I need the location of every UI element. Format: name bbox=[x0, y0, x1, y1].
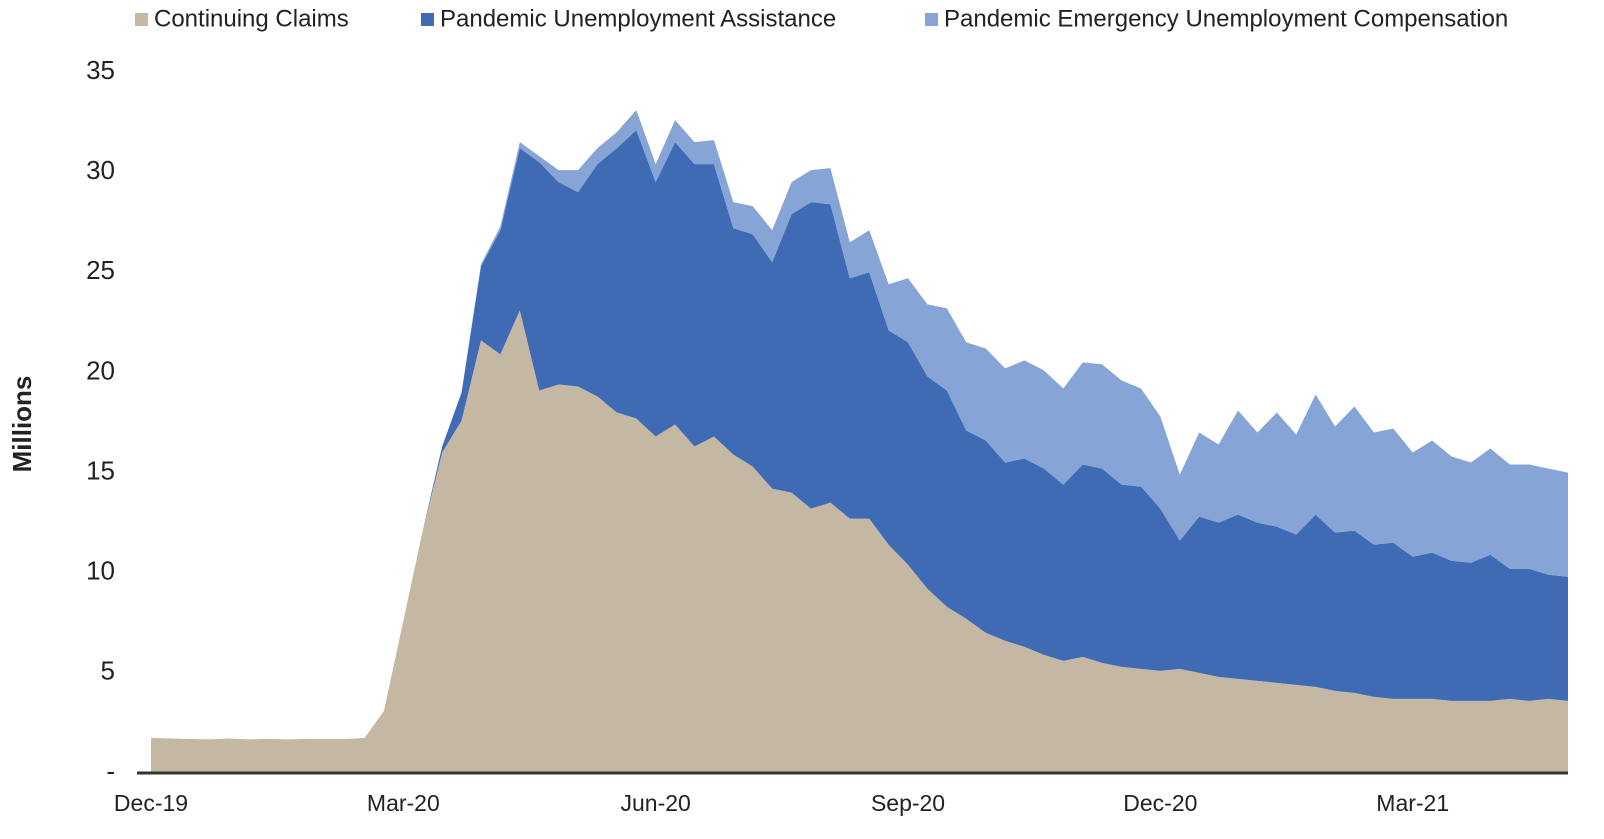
legend-label: Continuing Claims bbox=[154, 5, 349, 32]
y-tick-label: 15 bbox=[86, 455, 115, 485]
y-tick-label: 30 bbox=[86, 155, 115, 185]
y-tick-label: 25 bbox=[86, 255, 115, 285]
legend-label: Pandemic Unemployment Assistance bbox=[440, 5, 836, 32]
y-tick-label: 35 bbox=[86, 55, 115, 85]
x-tick-label: Mar-21 bbox=[1376, 790, 1449, 816]
y-axis-label: Millions bbox=[7, 376, 37, 473]
x-tick-label: Sep-20 bbox=[871, 790, 945, 816]
area bbox=[151, 110, 1568, 740]
legend-swatch bbox=[421, 13, 434, 26]
y-tick-label: 5 bbox=[101, 656, 115, 686]
y-tick-label: 20 bbox=[86, 355, 115, 385]
y-tick-label: 10 bbox=[86, 556, 115, 586]
x-tick-label: Dec-19 bbox=[114, 790, 188, 816]
area bbox=[151, 310, 1568, 773]
x-tick-label: Mar-20 bbox=[367, 790, 440, 816]
x-tick-label: Dec-20 bbox=[1123, 790, 1197, 816]
x-tick-label: Jun-20 bbox=[621, 790, 691, 816]
y-tick-label: - bbox=[106, 756, 115, 786]
legend-swatch bbox=[925, 13, 938, 26]
legend-swatch bbox=[135, 13, 148, 26]
area bbox=[151, 130, 1568, 740]
legend-label: Pandemic Emergency Unemployment Compensa… bbox=[944, 5, 1508, 32]
